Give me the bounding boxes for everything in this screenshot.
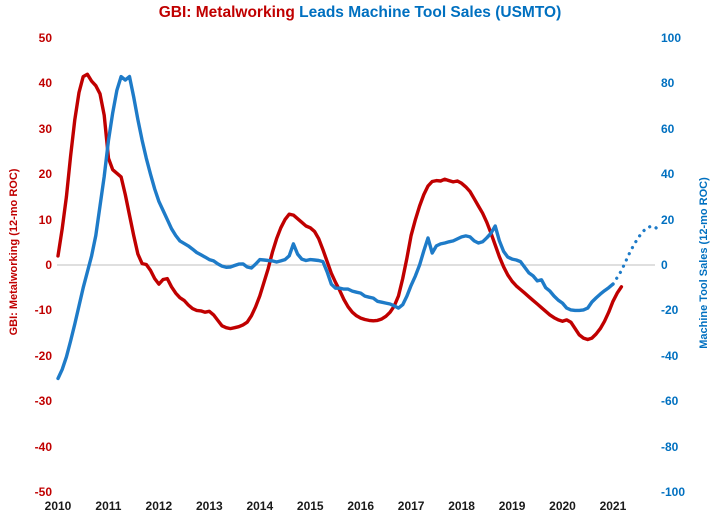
machine-tool-sales-line [56, 74, 615, 381]
x-axis-tick-label: 2020 [549, 499, 576, 513]
gbi-metalworking-line [56, 72, 624, 342]
chart-title-red-part: GBI: Metalworking [158, 4, 295, 21]
left-axis-tick-label: 20 [38, 167, 52, 182]
x-axis-tick-label: 2018 [448, 499, 475, 513]
right-axis-tick-label: -40 [661, 348, 679, 363]
right-axis-tick-label: -60 [661, 394, 679, 409]
right-axis-tick-label: -100 [661, 485, 686, 499]
x-axis-tick-label: 2014 [246, 499, 274, 513]
right-axis-tick-label: -20 [661, 303, 679, 318]
right-axis-tick-label: 60 [661, 121, 675, 136]
left-axis-tick-label: 30 [38, 121, 52, 136]
chart-title-blue-part: Leads Machine Tool Sales (USMTO) [294, 4, 562, 21]
machine-tool-sales-forecast-dotted-line [611, 224, 661, 286]
x-axis-tick-label: 2016 [347, 499, 375, 513]
left-axis-tick-label: -30 [34, 394, 52, 409]
x-axis-tick-label: 2012 [145, 499, 173, 513]
right-axis-tick-label: 40 [661, 167, 675, 182]
right-axis-tick-label: 20 [661, 212, 675, 227]
right-axis-tick-label: 0 [661, 258, 668, 272]
left-axis-tick-label: -40 [34, 439, 52, 454]
left-axis-tick-label: -10 [34, 303, 52, 318]
x-axis-tick-label: 2013 [195, 499, 223, 513]
left-axis-tick-label: -20 [34, 348, 52, 363]
chart-title: GBI: Metalworking Leads Machine Tool Sal… [0, 4, 720, 22]
x-axis-tick-label: 2015 [296, 499, 324, 513]
left-axis-tick-label: 10 [38, 212, 52, 227]
x-axis-tick-label: 2011 [95, 499, 122, 513]
x-axis-tick-label: 2019 [498, 499, 526, 513]
left-axis-tick-label: 40 [38, 76, 52, 91]
x-axis-tick-label: 2017 [397, 499, 425, 513]
x-axis-tick-label: 2021 [599, 499, 627, 513]
left-axis-tick-label: -50 [34, 485, 52, 499]
left-axis-tick-label: 50 [38, 31, 52, 45]
right-axis-tick-label: -80 [661, 439, 679, 454]
right-axis-tick-label: 100 [661, 31, 682, 45]
left-axis-tick-label: 0 [45, 258, 52, 272]
chart-plot [56, 72, 661, 381]
x-axis-tick-label: 2010 [44, 499, 72, 513]
right-axis-tick-label: 80 [661, 76, 675, 91]
